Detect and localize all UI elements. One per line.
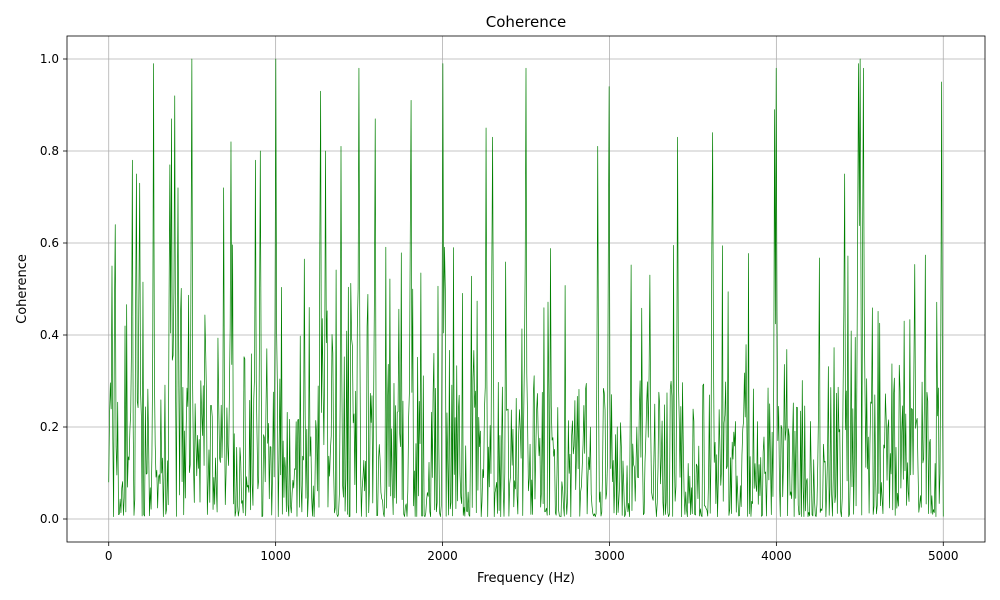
coherence-series-line bbox=[108, 58, 944, 518]
x-axis: 0 1000 2000 3000 4000 5000 bbox=[105, 542, 959, 563]
x-tick-label: 2000 bbox=[427, 549, 458, 563]
y-axis: 0.0 0.2 0.4 0.6 0.8 1.0 bbox=[40, 52, 67, 526]
y-axis-label: Coherence bbox=[15, 254, 30, 324]
y-tick-label: 0.2 bbox=[40, 420, 59, 434]
chart-title: Coherence bbox=[486, 13, 566, 31]
x-tick-label: 3000 bbox=[594, 549, 625, 563]
y-tick-label: 0.4 bbox=[40, 328, 59, 342]
y-tick-label: 0.8 bbox=[40, 144, 59, 158]
x-tick-label: 5000 bbox=[928, 549, 959, 563]
x-axis-label: Frequency (Hz) bbox=[477, 571, 575, 586]
plot-area bbox=[108, 58, 944, 518]
y-tick-label: 0.6 bbox=[40, 236, 59, 250]
axes-frame bbox=[66, 35, 986, 543]
x-tick-label: 1000 bbox=[260, 549, 291, 563]
y-tick-label: 1.0 bbox=[40, 52, 59, 66]
x-tick-label: 0 bbox=[105, 549, 113, 563]
y-tick-label: 0.0 bbox=[40, 512, 59, 526]
x-tick-label: 4000 bbox=[761, 549, 792, 563]
